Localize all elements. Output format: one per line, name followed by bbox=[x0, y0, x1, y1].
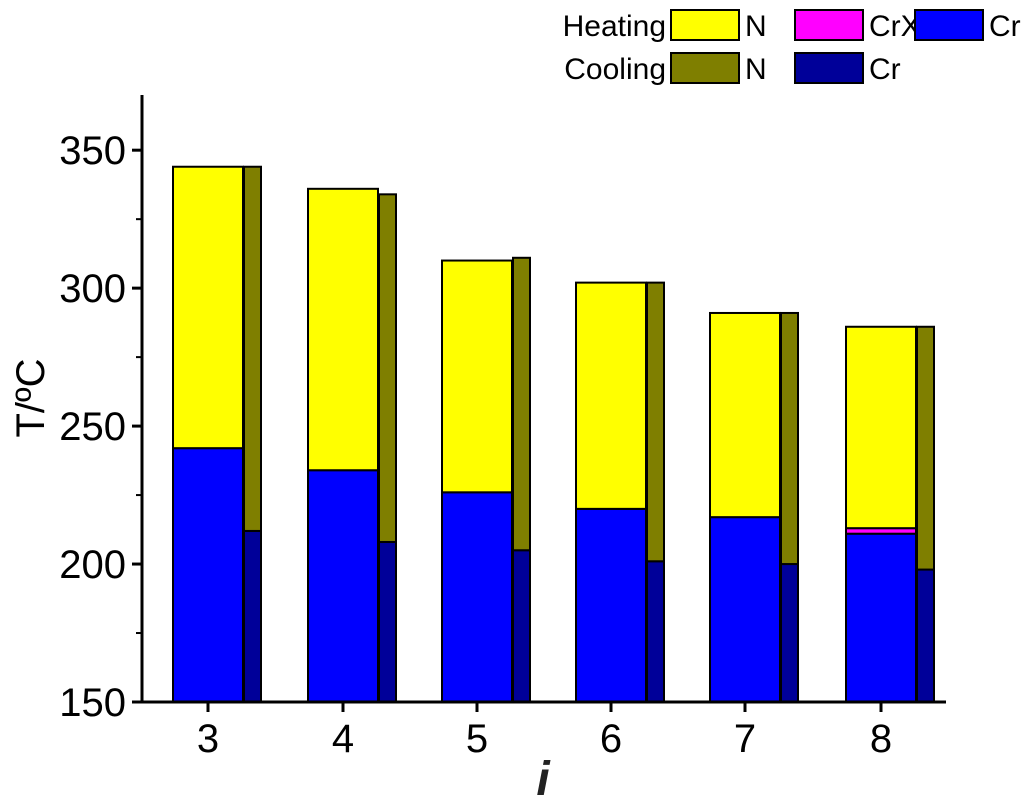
legend-label-n: N bbox=[745, 10, 767, 43]
bars-layer bbox=[172, 165, 935, 704]
bar-heating-cr-8 bbox=[845, 532, 917, 703]
legend-heating-label: Heating bbox=[563, 10, 666, 43]
x-tick-label: 6 bbox=[600, 717, 622, 761]
bar-cooling-cr-6 bbox=[646, 560, 665, 704]
bar-heating-cr-5 bbox=[441, 491, 513, 703]
legend-swatch-crx bbox=[794, 9, 864, 41]
legend-label-cr: Cr bbox=[989, 10, 1021, 43]
bar-heating-cr-6 bbox=[575, 507, 647, 704]
bar-heating-cr-3 bbox=[172, 447, 244, 703]
bar-cooling-n-5 bbox=[512, 256, 531, 552]
bar-heating-n-3 bbox=[172, 165, 244, 450]
bar-cooling-n-8 bbox=[916, 325, 935, 571]
y-tick-label: 250 bbox=[59, 405, 126, 449]
bar-heating-n-5 bbox=[441, 259, 513, 494]
bar-cooling-cr-4 bbox=[378, 540, 397, 703]
legend-swatch-cr bbox=[914, 9, 984, 41]
bar-heating-cr-7 bbox=[709, 516, 781, 704]
x-tick-label: 8 bbox=[870, 717, 892, 761]
x-tick-label: 3 bbox=[197, 717, 219, 761]
x-tick-label: 5 bbox=[466, 717, 488, 761]
bar-cooling-cr-3 bbox=[243, 529, 262, 703]
bar-heating-n-6 bbox=[575, 281, 647, 510]
bar-cooling-cr-7 bbox=[780, 563, 799, 704]
bar-cooling-cr-5 bbox=[512, 549, 531, 703]
legend-label-cr: Cr bbox=[869, 53, 901, 86]
bar-cooling-n-3 bbox=[243, 165, 262, 532]
x-axis-title: i bbox=[536, 753, 551, 806]
legend-label-n: N bbox=[745, 53, 767, 86]
bar-heating-n-4 bbox=[307, 187, 379, 472]
bar-cooling-n-4 bbox=[378, 193, 397, 543]
axes-layer bbox=[140, 95, 946, 704]
y-tick-label: 300 bbox=[59, 267, 126, 311]
bar-heating-n-7 bbox=[709, 311, 781, 519]
bar-cooling-n-7 bbox=[780, 311, 799, 566]
y-tick-label: 150 bbox=[59, 681, 126, 725]
legend-label-crx: CrX bbox=[869, 10, 921, 43]
bar-heating-n-8 bbox=[845, 325, 917, 530]
x-tick-label: 4 bbox=[332, 717, 354, 761]
bar-cooling-cr-8 bbox=[916, 568, 935, 704]
legend: Heating Cooling N CrX Cr N Cr bbox=[563, 9, 1021, 86]
ticks-layer: 150 200 250 300 350 3 4 5 6 7 8 bbox=[59, 129, 892, 761]
legend-cooling-label: Cooling bbox=[564, 53, 666, 86]
legend-swatch-cr bbox=[794, 52, 864, 84]
y-tick-label: 350 bbox=[59, 129, 126, 173]
bar-heating-cr-4 bbox=[307, 469, 379, 703]
bar-cooling-n-6 bbox=[646, 281, 665, 563]
x-tick-label: 7 bbox=[734, 717, 756, 761]
legend-swatch-n bbox=[670, 9, 740, 41]
legend-swatch-n bbox=[670, 52, 740, 84]
y-tick-label: 200 bbox=[59, 543, 126, 587]
y-axis-title: T/ºC bbox=[9, 358, 53, 437]
